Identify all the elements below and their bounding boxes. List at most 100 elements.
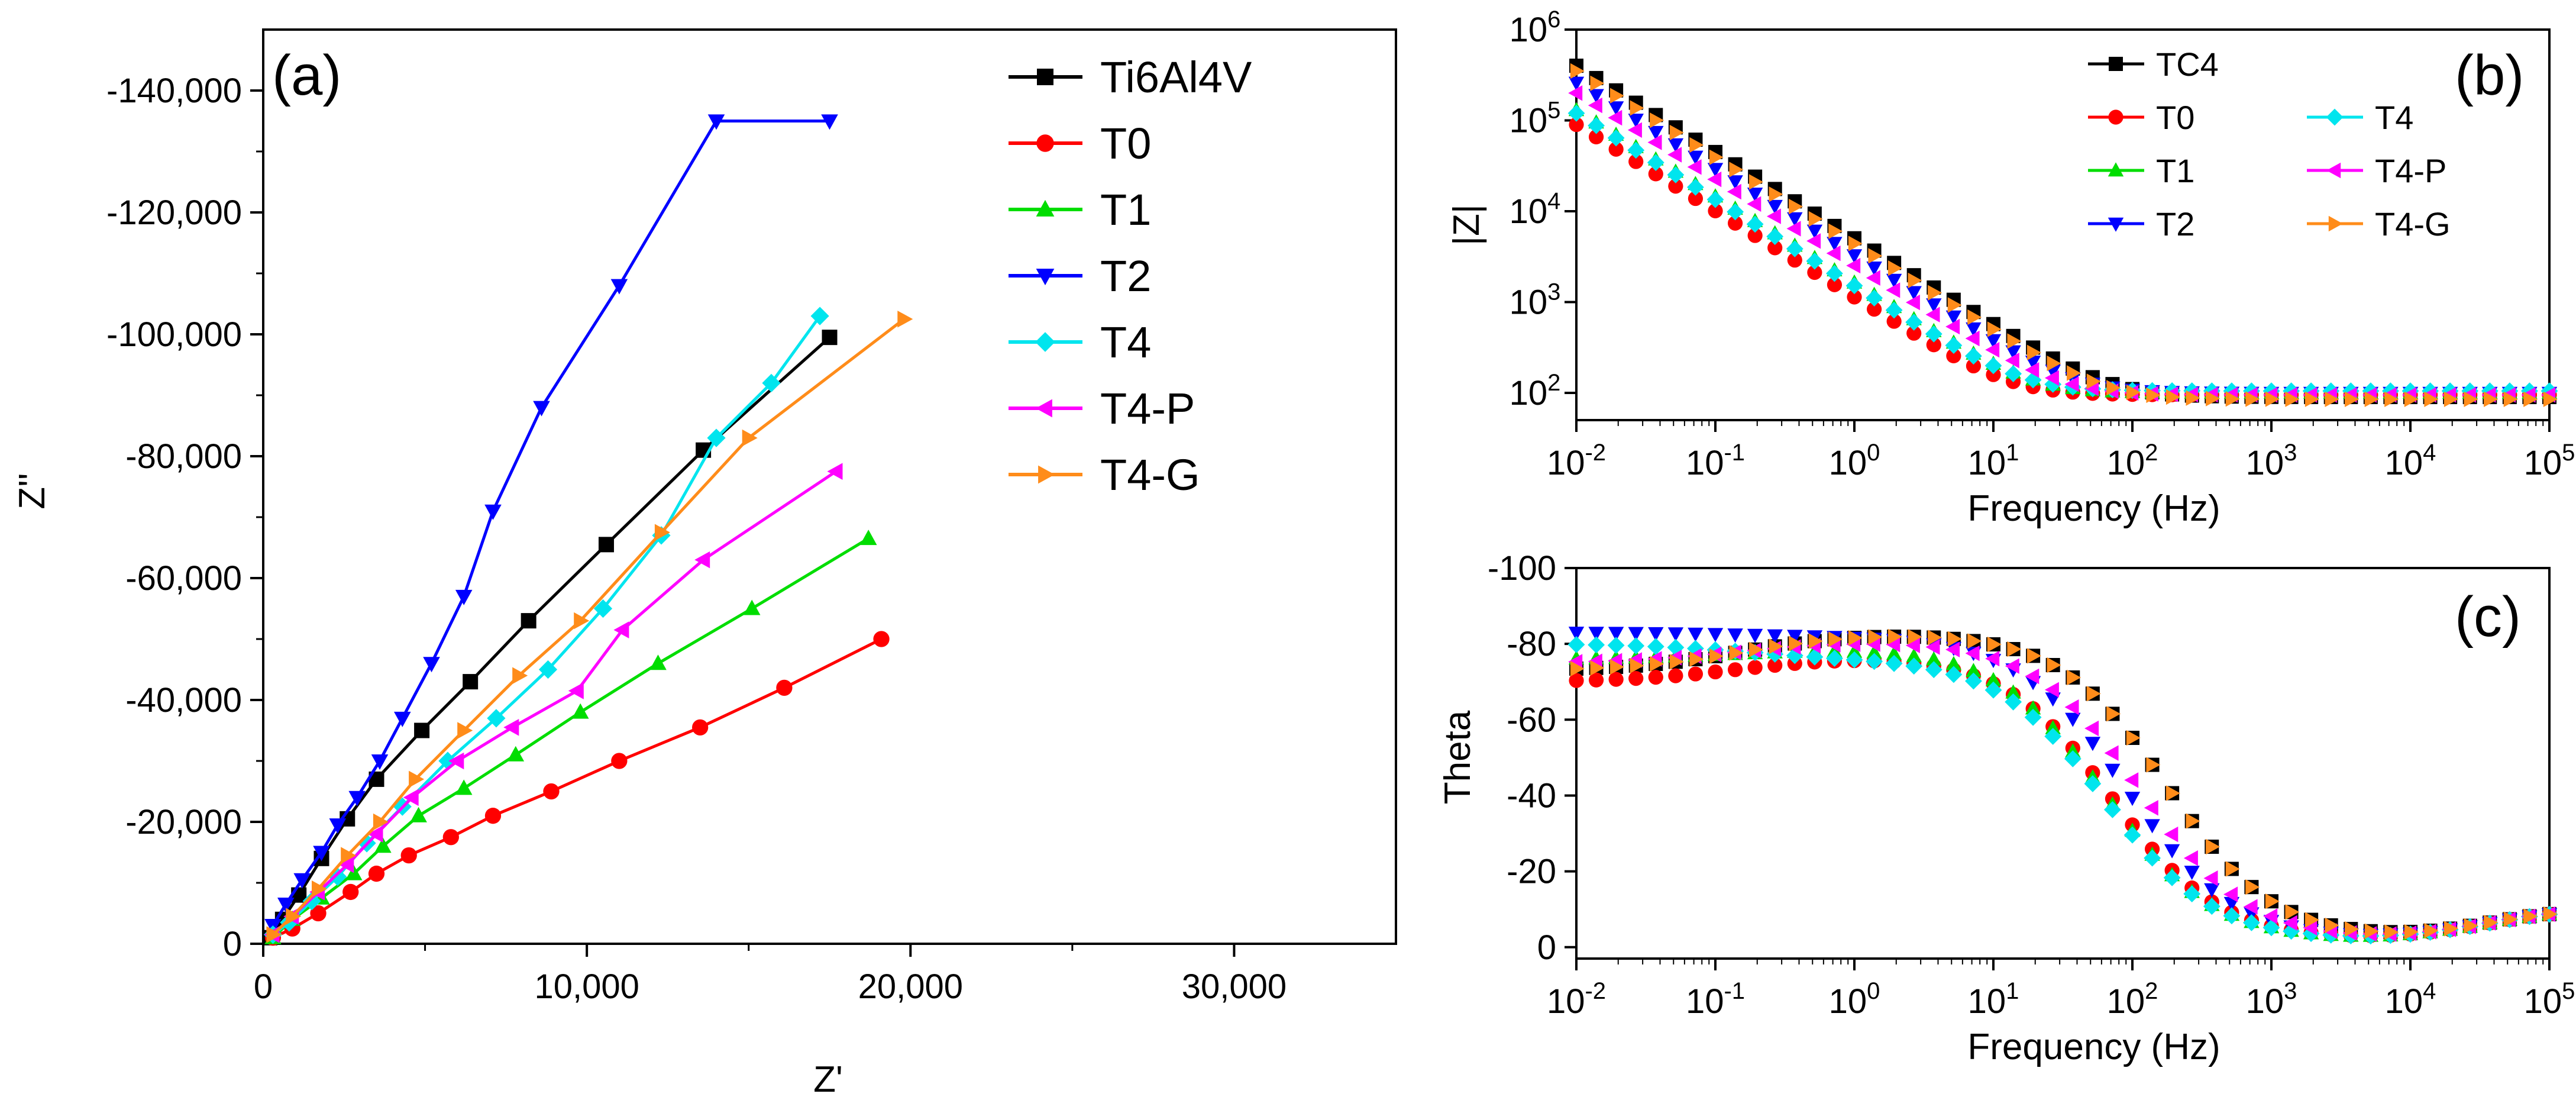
- panel-b-data-point: [1588, 97, 1602, 114]
- panel-a-data-point: [455, 589, 473, 605]
- panel-b-data-point: [1946, 348, 1961, 364]
- panel-b-data-point: [1668, 179, 1683, 194]
- panel-b-data-point: [1984, 357, 2002, 375]
- panel-a-data-point: [694, 551, 710, 569]
- panel-c-data-point: [1669, 654, 1684, 670]
- panel-b-data-point: [1806, 224, 1823, 239]
- panel-a-data-point: [409, 770, 425, 788]
- panel-b-data-point: [2543, 391, 2558, 407]
- panel-b-data-point: [1905, 314, 1923, 331]
- panel-c-data-point: [1767, 629, 1783, 644]
- panel-b-data-point: [2424, 391, 2439, 407]
- panel-b-data-point: [1808, 211, 1823, 227]
- panel-c-y-tick-label: 0: [1537, 928, 1556, 967]
- panel-c-data-point: [2484, 915, 2499, 931]
- panel-b-data-point: [2444, 391, 2458, 407]
- panel-c-data-point: [2144, 849, 2161, 867]
- panel-b-data-point: [2345, 391, 2360, 407]
- panel-a-data-point: [455, 779, 473, 795]
- panel-b-data-point: [1945, 318, 1960, 335]
- panel-c-x-tick-label: 103: [2246, 978, 2297, 1021]
- panel-a-data-point: [400, 847, 417, 864]
- panel-b-data-point: [1588, 89, 1604, 104]
- panel-b-data-point: [2503, 391, 2518, 407]
- panel-b-data-point: [1628, 114, 1644, 128]
- panel-b-data-point: [1786, 240, 1803, 257]
- panel-b-data-point: [1570, 63, 1585, 79]
- panel-b-data-point: [1568, 85, 1583, 101]
- panel-c-data-point: [2007, 641, 2022, 657]
- panel-b-data-point: [2364, 391, 2379, 407]
- panel-c-data-point: [1787, 630, 1803, 644]
- panel-c-data-point: [2285, 904, 2300, 920]
- panel-b-data-point: [1569, 117, 1584, 133]
- panel-c-data-point: [2005, 693, 2022, 711]
- panel-b-data-point: [1885, 301, 1903, 319]
- panel-b-data-point: [1827, 277, 1843, 292]
- panel-b-data-point: [1906, 325, 1922, 341]
- panel-a-data-point: [484, 504, 502, 520]
- panel-b-data-point: [1928, 285, 1942, 301]
- panel-b-data-point: [2126, 384, 2141, 401]
- panel-b-data-point: [1766, 228, 1784, 246]
- panel-b-x-tick-label: 10-2: [1547, 440, 1606, 482]
- panel-b-legend-marker: [2108, 217, 2124, 232]
- panel-a-data-point: [743, 599, 761, 615]
- panel-a-data-point: [776, 679, 793, 696]
- panel-b-data-point: [2404, 391, 2419, 407]
- panel-a-legend-marker: [1035, 332, 1055, 352]
- panel-c-data-point: [1627, 637, 1645, 654]
- panel-b-data-point: [2165, 389, 2180, 405]
- panel-c-data-point: [1866, 653, 1883, 670]
- panel-c-data-point: [2065, 712, 2081, 727]
- panel-a-x-tick-label: 30,000: [1182, 967, 1287, 1006]
- panel-b-x-tick-label: 10-1: [1686, 440, 1745, 482]
- panel-c-data-point: [1925, 639, 1940, 655]
- panel-c-data-point: [2047, 657, 2061, 673]
- panel-b-data-point: [1628, 154, 1644, 169]
- panel-b-data-point: [1748, 174, 1763, 190]
- panel-b-data-point: [2106, 380, 2121, 396]
- panel-b-data-point: [2464, 391, 2478, 407]
- panel-b-data-point: [1607, 129, 1625, 147]
- panel-a-legend-marker: [1038, 465, 1055, 484]
- panel-a-data-point: [414, 722, 430, 738]
- panel-b-data-point: [1648, 166, 1663, 182]
- panel-a-legend-label: T2: [1100, 251, 1151, 301]
- panel-a-data-point: [367, 825, 383, 843]
- panel-b-data-point: [1729, 162, 1744, 178]
- panel-c-label: (c): [2455, 585, 2521, 649]
- panel-c-data-point: [2223, 907, 2241, 925]
- panel-a-x-tick-label: 10,000: [534, 967, 639, 1006]
- panel-c-data-point: [1667, 638, 1685, 656]
- panel-a-data-point: [654, 524, 670, 541]
- panel-b-data-point: [1866, 262, 1882, 276]
- panel-c-data-point: [1925, 661, 1942, 679]
- panel-c-data-point: [2245, 879, 2260, 895]
- panel-c-data-point: [1789, 635, 1803, 651]
- panel-a-data-point: [859, 530, 877, 546]
- panel-b-data-point: [2005, 353, 2019, 369]
- panel-c-data-point: [2084, 720, 2099, 737]
- panel-c-data-point: [2025, 700, 2041, 715]
- panel-b-legend-marker: [2326, 108, 2344, 126]
- panel-a-data-point: [613, 621, 629, 638]
- panel-c-data-point: [2223, 886, 2238, 902]
- panel-c-data-point: [1866, 644, 1882, 659]
- panel-a-data-point: [691, 719, 709, 735]
- panel-c-data-point: [1886, 637, 1901, 653]
- panel-b-data-point: [1828, 223, 1843, 239]
- panel-b-x-tick-label: 105: [2524, 440, 2575, 482]
- panel-c-data-point: [2464, 918, 2478, 934]
- panel-c-data-point: [2444, 921, 2458, 937]
- panel-a-data-point: [457, 722, 473, 739]
- panel-b-data-point: [1826, 264, 1843, 282]
- panel-c-y-tick-label: -20: [1507, 853, 1556, 891]
- panel-c-data-point: [2026, 648, 2041, 664]
- panel-c-data-point: [1707, 628, 1724, 643]
- panel-c-data-point: [2165, 785, 2180, 801]
- panel-b-x-tick-label: 104: [2385, 440, 2436, 482]
- panel-b-data-point: [1747, 188, 1763, 202]
- panel-a-data-point: [538, 660, 558, 679]
- panel-b-data-point: [2484, 391, 2499, 407]
